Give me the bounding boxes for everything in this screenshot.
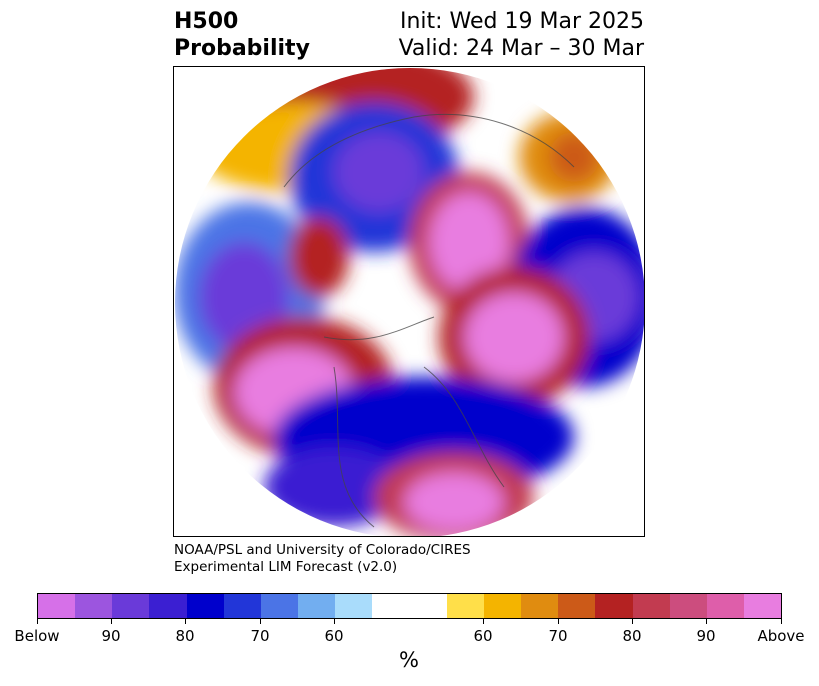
colorbar-swatch	[335, 594, 373, 618]
colorbar-swatch	[75, 594, 113, 618]
title-line-2: Probability	[174, 36, 310, 61]
colorbar-tick	[632, 619, 633, 624]
title-line-1: H500	[174, 9, 239, 34]
colorbar	[37, 593, 782, 619]
colorbar-swatch	[706, 594, 744, 618]
colorbar-tick-label: 90	[101, 627, 121, 645]
colorbar-unit: %	[399, 648, 419, 672]
colorbar-swatch	[483, 594, 522, 618]
colorbar-tick	[37, 619, 38, 624]
colorbar-tick-label: 70	[250, 627, 270, 645]
valid-range: Valid: 24 Mar – 30 Mar	[398, 36, 644, 61]
colorbar-swatch	[298, 594, 336, 618]
colorbar-swatch	[223, 594, 261, 618]
colorbar-swatch	[112, 594, 150, 618]
colorbar-tick	[558, 619, 559, 624]
colorbar-tick-label: 80	[622, 627, 642, 645]
colorbar-tick	[111, 619, 112, 624]
credit-line-2: Experimental LIM Forecast (v2.0)	[174, 559, 398, 575]
colorbar-tick	[334, 619, 335, 624]
colorbar-tick	[706, 619, 707, 624]
colorbar-tick	[781, 619, 782, 624]
colorbar-tick	[185, 619, 186, 624]
polar-probability-map	[175, 68, 644, 536]
coastlines	[283, 114, 575, 528]
colorbar-tick-label: 60	[473, 627, 493, 645]
colorbar-swatch	[669, 594, 707, 618]
colorbar-swatch	[446, 594, 484, 618]
credit-line-1: NOAA/PSL and University of Colorado/CIRE…	[174, 542, 471, 558]
colorbar-tick-label: 60	[324, 627, 344, 645]
colorbar-tick-label: 70	[548, 627, 568, 645]
colorbar-swatch	[632, 594, 670, 618]
colorbar-tick-label: Below	[14, 627, 60, 645]
colorbar-swatch	[372, 594, 410, 618]
colorbar-tick	[483, 619, 484, 624]
colorbar-swatch	[558, 594, 596, 618]
map-title: H500 Probability	[174, 8, 310, 62]
colorbar-swatch	[743, 594, 782, 618]
colorbar-tick-label: 90	[696, 627, 716, 645]
colorbar-swatch	[260, 594, 299, 618]
colorbar-swatch	[595, 594, 633, 618]
colorbar-tick-label: Above	[757, 627, 805, 645]
map-frame	[173, 66, 645, 537]
colorbar-tick	[260, 619, 261, 624]
credit-text: NOAA/PSL and University of Colorado/CIRE…	[174, 542, 471, 576]
colorbar-swatch	[521, 594, 559, 618]
init-date: Init: Wed 19 Mar 2025	[399, 9, 644, 34]
colorbar-swatch	[38, 594, 76, 618]
colorbar-swatch	[409, 594, 447, 618]
colorbar-swatch	[186, 594, 224, 618]
forecast-dates: Init: Wed 19 Mar 2025 Valid: 24 Mar – 30…	[399, 8, 644, 62]
colorbar-tick-label: 80	[175, 627, 195, 645]
colorbar-swatch	[149, 594, 187, 618]
